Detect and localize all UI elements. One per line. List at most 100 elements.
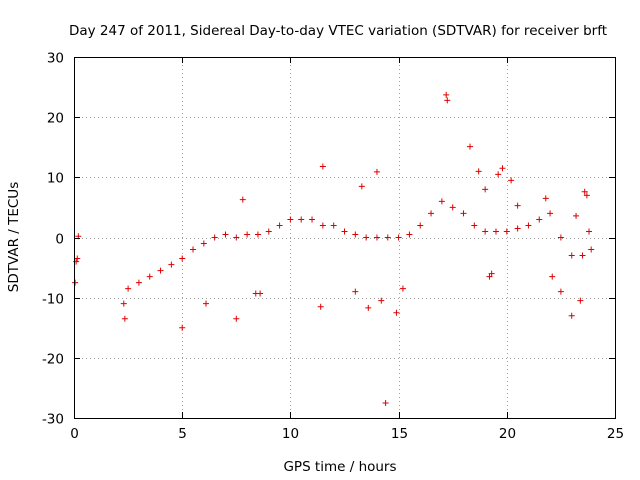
band-point xyxy=(492,228,499,235)
band-point xyxy=(298,216,305,223)
band-point xyxy=(395,234,402,241)
outlier-point xyxy=(495,171,502,178)
band-point xyxy=(482,228,489,235)
y-tick-label: 10 xyxy=(47,171,64,187)
outlier-point xyxy=(319,163,326,170)
outlier-point xyxy=(508,177,515,184)
y-tick-label: -30 xyxy=(42,412,64,428)
tick-labels: 0 5 10 15 20 25 -30 -20 -10 0 10 20 30 xyxy=(42,51,624,443)
outlier-point xyxy=(488,270,495,277)
band-point xyxy=(428,210,435,217)
band-point xyxy=(135,279,142,286)
outlier-point xyxy=(467,143,474,150)
band-point xyxy=(363,234,370,241)
band-point xyxy=(276,222,283,229)
outlier-point xyxy=(317,303,324,310)
outlier-point xyxy=(378,297,385,304)
band-point xyxy=(120,300,127,307)
outlier-point xyxy=(399,285,406,292)
y-tick-label: -10 xyxy=(42,292,64,308)
band-point xyxy=(233,234,240,241)
outlier-point xyxy=(557,288,564,295)
x-tick-label: 15 xyxy=(391,426,408,442)
band-point xyxy=(265,228,272,235)
outlier-point xyxy=(72,279,79,286)
outlier-point xyxy=(382,399,389,406)
band-point xyxy=(330,222,337,229)
band-point xyxy=(384,234,391,241)
band-point xyxy=(417,222,424,229)
outlier-point xyxy=(373,168,380,175)
band-point xyxy=(579,252,586,259)
y-tick-label: -20 xyxy=(42,352,64,368)
outlier-point xyxy=(475,168,482,175)
band-point xyxy=(254,231,261,238)
band-point xyxy=(341,228,348,235)
outlier-point xyxy=(74,255,81,262)
band-point xyxy=(125,285,132,292)
data-points xyxy=(72,91,595,406)
outlier-point xyxy=(203,300,210,307)
grid-lines xyxy=(74,57,615,418)
outlier-point xyxy=(583,192,590,199)
outlier-point xyxy=(365,304,372,311)
outlier-point xyxy=(444,97,451,104)
band-point xyxy=(287,216,294,223)
y-tick-label: 30 xyxy=(47,51,64,67)
outlier-point xyxy=(542,195,549,202)
band-point xyxy=(471,222,478,229)
band-point xyxy=(525,222,532,229)
y-tick-label: 20 xyxy=(47,111,64,127)
chart-title: Day 247 of 2011, Sidereal Day-to-day VTE… xyxy=(69,23,607,39)
band-point xyxy=(200,240,207,247)
outlier-point xyxy=(568,312,575,319)
band-point xyxy=(222,231,229,238)
outlier-point xyxy=(581,188,588,195)
outlier-point xyxy=(121,315,128,322)
band-point xyxy=(179,255,186,262)
outlier-point xyxy=(577,297,584,304)
outlier-point xyxy=(239,196,246,203)
x-tick-label: 0 xyxy=(70,426,79,442)
outlier-point xyxy=(549,273,556,280)
outlier-point xyxy=(257,290,264,297)
outlier-point xyxy=(482,186,489,193)
band-point xyxy=(514,225,521,232)
band-point xyxy=(309,216,316,223)
band-point xyxy=(406,231,413,238)
outlier-point xyxy=(352,288,359,295)
y-axis-label: SDTVAR / TECUs xyxy=(6,182,22,292)
band-point xyxy=(503,228,510,235)
outlier-point xyxy=(514,202,521,209)
band-point xyxy=(168,261,175,268)
x-axis-label: GPS time / hours xyxy=(283,459,396,475)
band-point xyxy=(460,210,467,217)
band-point xyxy=(588,246,595,253)
band-point xyxy=(557,234,564,241)
x-tick-label: 20 xyxy=(499,426,516,442)
outlier-point xyxy=(443,91,450,98)
band-point xyxy=(449,204,456,211)
outlier-point xyxy=(586,228,593,235)
band-point xyxy=(211,234,218,241)
band-point xyxy=(373,234,380,241)
band-point xyxy=(536,216,543,223)
outlier-point xyxy=(233,315,240,322)
band-point xyxy=(319,222,326,229)
outlier-point xyxy=(393,309,400,316)
band-point xyxy=(568,252,575,259)
band-point xyxy=(157,267,164,274)
x-tick-label: 10 xyxy=(282,426,299,442)
band-point xyxy=(438,198,445,205)
band-point xyxy=(190,246,197,253)
axis-ticks xyxy=(74,57,616,419)
band-point xyxy=(547,210,554,217)
band-point xyxy=(244,231,251,238)
y-tick-label: 0 xyxy=(55,232,64,248)
band-point xyxy=(352,231,359,238)
outlier-point xyxy=(573,212,580,219)
outlier-point xyxy=(486,273,493,280)
outlier-point xyxy=(499,165,506,172)
outlier-point xyxy=(179,324,186,331)
